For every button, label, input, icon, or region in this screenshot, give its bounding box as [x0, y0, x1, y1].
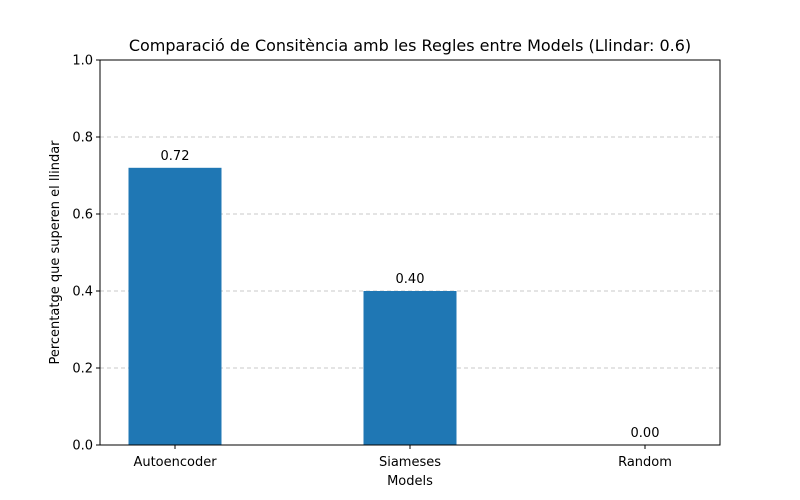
x-axis-ticks: Autoencoder Siameses Random	[133, 445, 672, 470]
y-tick-label: 0.2	[72, 362, 93, 377]
chart-title: Comparació de Consitència amb les Regles…	[129, 36, 691, 55]
x-tick-label: Autoencoder	[133, 455, 217, 470]
x-tick-label: Siameses	[379, 455, 441, 470]
x-axis-label: Models	[387, 474, 433, 489]
x-tick-label: Random	[618, 455, 672, 470]
y-tick-label: 0.4	[72, 285, 93, 300]
bar-value-labels: 0.72 0.40 0.00	[161, 149, 660, 441]
y-tick-label: 1.0	[72, 54, 93, 69]
y-axis-ticks: 0.0 0.2 0.4 0.6 0.8 1.0	[72, 54, 100, 454]
bars	[128, 167, 457, 446]
bar-value-label: 0.72	[161, 149, 190, 164]
bar-autoencoder	[128, 167, 222, 446]
y-tick-label: 0.6	[72, 208, 93, 223]
bar-siameses	[363, 291, 457, 445]
bar-value-label: 0.00	[631, 426, 660, 441]
bar-value-label: 0.40	[396, 272, 425, 287]
y-tick-label: 0.0	[72, 439, 93, 454]
y-tick-label: 0.8	[72, 131, 93, 146]
y-axis-label: Percentatge que superen el llindar	[48, 140, 63, 365]
